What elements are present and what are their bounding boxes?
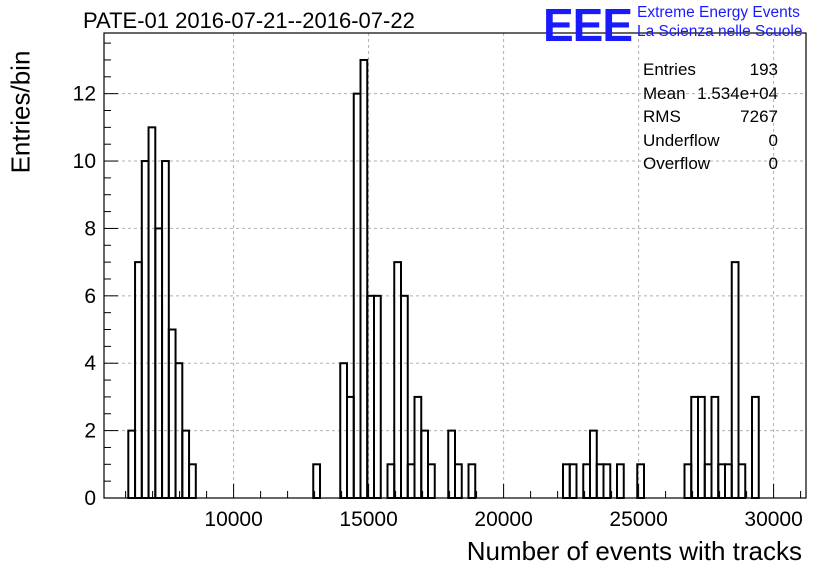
- histogram-bar: [188, 463, 197, 500]
- x-axis-label: Number of events with tracks: [466, 536, 802, 566]
- stats-value: 7267: [740, 107, 778, 126]
- histogram-bar: [413, 395, 423, 500]
- x-tick-label: 30000: [744, 508, 802, 531]
- x-tick-label: 15000: [339, 508, 397, 531]
- stats-value: 0: [768, 154, 778, 173]
- histogram-bar: [386, 463, 396, 500]
- histogram-bar: [400, 294, 409, 499]
- histogram-bar: [589, 429, 598, 500]
- histogram-bar: [181, 429, 191, 500]
- eee-logo: EEE: [543, 0, 633, 51]
- histogram-bar: [595, 463, 605, 500]
- histogram-bar: [147, 126, 157, 499]
- stats-key: Underflow: [643, 130, 720, 150]
- histogram-bar: [724, 463, 733, 500]
- histogram-bar: [602, 463, 612, 500]
- x-tick-label: 20000: [474, 508, 532, 531]
- stats-key: Overflow: [643, 154, 711, 173]
- histogram-bar: [127, 429, 137, 500]
- stats-row-entries: Entries 193: [640, 58, 780, 82]
- chart-title: PATE-01 2016-07-21--2016-07-22: [83, 8, 415, 33]
- stats-row-underflow: Underflow 0: [640, 129, 780, 153]
- stats-value: 193: [749, 60, 778, 79]
- stats-key: Entries: [643, 60, 696, 79]
- histogram-bar: [346, 395, 355, 500]
- histogram-bar: [406, 463, 416, 500]
- histogram-bar: [427, 463, 436, 500]
- histogram-bar: [467, 463, 477, 500]
- x-tick-label: 25000: [609, 508, 667, 531]
- histogram-bar: [373, 294, 382, 499]
- y-axis-label: Entries/bin: [5, 50, 36, 174]
- histogram-bar: [167, 328, 177, 499]
- logo-caption: Extreme Energy Events La Scienza nelle S…: [637, 3, 802, 41]
- x-tick-label: 10000: [204, 508, 262, 531]
- histogram-bar: [697, 395, 706, 500]
- histogram-bar: [359, 58, 369, 500]
- histogram-bar: [690, 395, 699, 500]
- histogram-bar: [683, 463, 693, 500]
- grid-lines: [104, 33, 806, 498]
- histogram-bar: [420, 429, 429, 500]
- plot-border: [103, 32, 807, 499]
- histogram-bar: [568, 463, 578, 500]
- y-tick-label: 8: [84, 217, 96, 240]
- histogram-bar: [447, 429, 456, 500]
- y-tick-label: 12: [73, 83, 96, 106]
- stats-value: 0: [768, 130, 778, 150]
- tick-labels: 10000 15000 20000 25000 30000 0 2 4 6 8 10 12: [73, 83, 803, 531]
- stats-row-overflow: Overflow 0: [640, 152, 780, 176]
- plot-frame: [103, 32, 807, 499]
- histogram-bar: [737, 463, 747, 500]
- histogram-bar: [751, 395, 760, 500]
- y-tick-label: 4: [84, 352, 96, 375]
- stats-key: RMS: [643, 107, 681, 126]
- histogram-bar: [730, 261, 740, 499]
- y-tick-label: 0: [84, 487, 96, 510]
- histogram-bar: [562, 463, 571, 500]
- stats-row-rms: RMS 7267: [640, 105, 780, 129]
- stats-value: 1.534e+04: [697, 83, 778, 103]
- axis-ticks: [104, 42, 802, 499]
- histogram-bar: [134, 261, 143, 499]
- y-tick-label: 2: [84, 420, 96, 443]
- histogram-bar: [710, 395, 720, 500]
- histogram-bar: [703, 463, 713, 500]
- histogram-bar: [454, 463, 463, 500]
- stats-box: Entries 193 Mean 1.534e+04 RMS 7267 Unde…: [640, 58, 780, 176]
- logo-line-2: La Scienza nelle Scuole: [637, 23, 803, 40]
- y-tick-label: 6: [84, 285, 96, 308]
- stats-key: Mean: [643, 83, 686, 103]
- histogram-bar: [616, 463, 625, 500]
- y-tick-label: 10: [73, 150, 96, 173]
- stats-row-mean: Mean 1.534e+04: [640, 82, 780, 106]
- histogram-bar: [140, 160, 150, 499]
- histogram-bar: [393, 261, 402, 499]
- logo-line-1: Extreme Energy Events: [637, 4, 800, 21]
- histogram-bar: [161, 160, 170, 499]
